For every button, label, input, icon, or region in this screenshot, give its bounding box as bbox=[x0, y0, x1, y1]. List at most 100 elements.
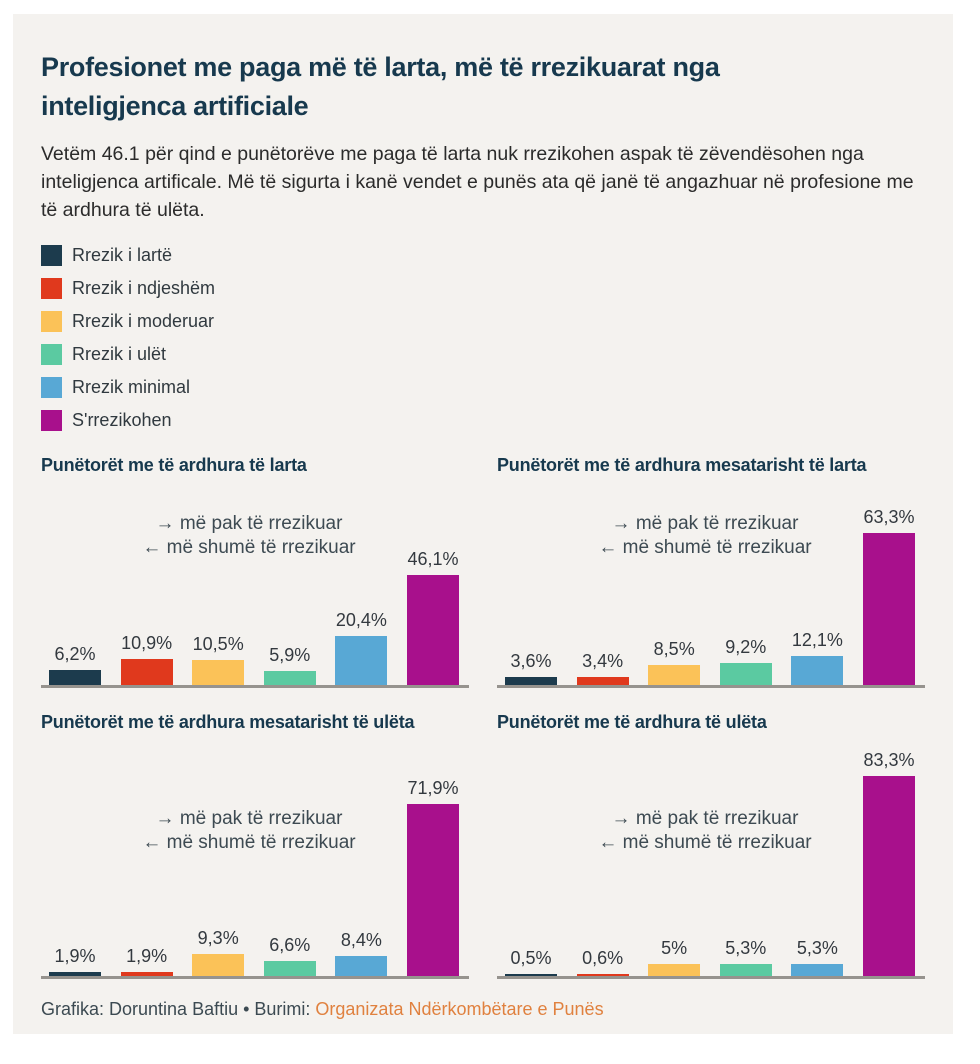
bar-column-rrezik-i-larte: 0,5% bbox=[505, 948, 557, 977]
bar-value-label: 6,6% bbox=[269, 934, 311, 955]
bar-rrezik-i-ndjeshem bbox=[576, 974, 629, 977]
annotation-line-more-risk: ← më shumë të rrezikuar bbox=[142, 536, 356, 558]
bar-rrezik-i-ndjeshem bbox=[120, 659, 173, 686]
bar-column-rrezik-i-larte: 3,6% bbox=[505, 651, 557, 686]
bar-column-srrezikohen: 63,3% bbox=[862, 507, 915, 686]
bar-value-label: 46,1% bbox=[407, 548, 459, 569]
bar-value-label: 3,4% bbox=[582, 651, 624, 672]
bars-row: 0,5% 0,6% 5% 5,3% 5,3% 83,3% bbox=[505, 750, 915, 977]
bar-column-rrezik-i-moderuar: 10,5% bbox=[192, 634, 245, 686]
bar-column-rrezik-i-ndjeshem: 3,4% bbox=[576, 651, 629, 686]
chart-title: Punëtorët me të ardhura të larta bbox=[41, 455, 307, 476]
bar-value-label: 6,2% bbox=[54, 644, 96, 665]
legend-swatch-icon bbox=[41, 377, 62, 399]
bar-value-label: 0,6% bbox=[582, 948, 624, 969]
bar-value-label: 9,2% bbox=[725, 637, 767, 658]
chart-plot-area: → më pak të rrezikuar ← më shumë të rrez… bbox=[497, 482, 925, 689]
bar-rrezik-i-ndjeshem bbox=[576, 677, 629, 686]
bars-row: 6,2% 10,9% 10,5% 5,9% 20,4% 46,1% bbox=[49, 549, 459, 686]
bar-value-label: 8,4% bbox=[340, 930, 382, 951]
bar-value-label: 8,5% bbox=[653, 638, 695, 659]
annotation-line-less-risk: → më pak të rrezikuar bbox=[155, 513, 343, 535]
bars-row: 3,6% 3,4% 8,5% 9,2% 12,1% 63,3% bbox=[505, 507, 915, 686]
chart-high-income: Punëtorët me të ardhura të larta → më pa… bbox=[41, 455, 469, 689]
legend-item-rrezik-i-larte: Rrezik i lartë bbox=[41, 245, 939, 267]
bar-column-rrezik-i-moderuar: 9,3% bbox=[192, 928, 245, 977]
bar-rrezik-i-moderuar bbox=[648, 664, 701, 686]
legend-label: S'rrezikohen bbox=[72, 410, 172, 431]
bar-value-label: 5,3% bbox=[725, 937, 767, 958]
chart-medium-high-income: Punëtorët me të ardhura mesatarisht të l… bbox=[497, 455, 925, 689]
bar-rrezik-i-ndjeshem bbox=[120, 971, 173, 977]
credit-text: Grafika: Doruntina Baftiu • Burimi: bbox=[41, 999, 316, 1020]
page-title: Profesionet me paga më të larta, më të r… bbox=[41, 52, 720, 122]
bar-column-rrezik-i-larte: 6,2% bbox=[49, 644, 101, 686]
bars-row: 1,9% 1,9% 9,3% 6,6% 8,4% 71,9% bbox=[49, 778, 459, 977]
bar-value-label: 3,6% bbox=[510, 650, 552, 671]
bar-column-rrezik-i-ndjeshem: 10,9% bbox=[120, 633, 173, 686]
risk-direction-annotation: → më pak të rrezikuar ← më shumë të rrez… bbox=[129, 807, 369, 853]
bar-rrezik-minimal bbox=[335, 636, 388, 686]
annotation-line-less-risk: → më pak të rrezikuar bbox=[155, 808, 343, 830]
page-subtitle: Vetëm 46.1 për qind e punëtorëve me paga… bbox=[41, 143, 914, 221]
bar-rrezik-i-larte bbox=[505, 974, 557, 977]
bar-value-label: 10,5% bbox=[192, 634, 244, 655]
chart-plot-area: → më pak të rrezikuar ← më shumë të rrez… bbox=[41, 482, 469, 689]
bar-rrezik-i-moderuar bbox=[192, 954, 245, 977]
bar-value-label: 5% bbox=[661, 938, 688, 959]
bar-column-rrezik-i-ulet: 5,3% bbox=[719, 937, 772, 977]
annotation-line-less-risk: → më pak të rrezikuar bbox=[611, 513, 799, 535]
bar-value-label: 12,1% bbox=[791, 630, 843, 651]
bar-rrezik-i-larte bbox=[49, 670, 101, 686]
footer-credit: Grafika: Doruntina Baftiu • Burimi: Orga… bbox=[41, 999, 939, 1020]
bar-column-rrezik-minimal: 8,4% bbox=[335, 930, 388, 977]
chart-low-income: Punëtorët me të ardhura të ulëta → më pa… bbox=[497, 712, 925, 980]
risk-direction-annotation: → më pak të rrezikuar ← më shumë të rrez… bbox=[585, 512, 825, 558]
legend-item-rrezik-i-ndjeshem: Rrezik i ndjeshëm bbox=[41, 278, 939, 300]
bar-srrezikohen bbox=[862, 776, 915, 977]
bar-column-srrezikohen: 71,9% bbox=[406, 777, 459, 977]
infographic-panel: Profesionet me paga më të larta, më të r… bbox=[13, 14, 953, 1034]
bar-value-label: 20,4% bbox=[335, 610, 387, 631]
bar-column-rrezik-i-ulet: 5,9% bbox=[263, 645, 316, 686]
legend-swatch-icon bbox=[41, 245, 62, 267]
bar-value-label: 71,9% bbox=[407, 777, 459, 798]
bar-value-label: 63,3% bbox=[863, 507, 915, 528]
legend-label: Rrezik minimal bbox=[72, 377, 191, 398]
bar-value-label: 5,9% bbox=[269, 645, 311, 666]
bar-srrezikohen bbox=[862, 533, 915, 686]
legend-swatch-icon bbox=[41, 311, 62, 333]
bar-column-srrezikohen: 83,3% bbox=[862, 750, 915, 977]
bar-rrezik-minimal bbox=[335, 956, 388, 977]
bar-column-rrezik-minimal: 5,3% bbox=[791, 938, 844, 977]
bar-column-rrezik-i-moderuar: 8,5% bbox=[648, 638, 701, 686]
bar-column-rrezik-i-ndjeshem: 0,6% bbox=[576, 948, 629, 977]
annotation-line-more-risk: ← më shumë të rrezikuar bbox=[142, 831, 356, 853]
legend: Rrezik i lartë Rrezik i ndjeshëm Rrezik … bbox=[41, 245, 939, 432]
bar-column-rrezik-i-ulet: 9,2% bbox=[719, 637, 772, 686]
bar-value-label: 0,5% bbox=[510, 948, 552, 969]
legend-label: Rrezik i ndjeshëm bbox=[72, 278, 216, 299]
annotation-line-more-risk: ← më shumë të rrezikuar bbox=[598, 536, 812, 558]
bar-rrezik-i-moderuar bbox=[648, 964, 701, 977]
bar-rrezik-i-ulet bbox=[719, 663, 772, 686]
bar-column-rrezik-i-ndjeshem: 1,9% bbox=[120, 946, 173, 977]
bar-column-rrezik-i-moderuar: 5% bbox=[648, 938, 701, 977]
bar-rrezik-i-ulet bbox=[263, 671, 316, 686]
legend-swatch-icon bbox=[41, 410, 62, 432]
legend-label: Rrezik i lartë bbox=[72, 245, 173, 266]
source-link[interactable]: Organizata Ndërkombëtare e Punës bbox=[315, 999, 604, 1020]
legend-item-rrezik-i-moderuar: Rrezik i moderuar bbox=[41, 311, 939, 333]
legend-item-rrezik-minimal: Rrezik minimal bbox=[41, 377, 939, 399]
legend-item-rrezik-i-ulet: Rrezik i ulët bbox=[41, 344, 939, 366]
bar-value-label: 9,3% bbox=[197, 928, 239, 949]
bar-column-srrezikohen: 46,1% bbox=[406, 548, 459, 686]
bar-rrezik-i-larte bbox=[505, 676, 557, 686]
risk-direction-annotation: → më pak të rrezikuar ← më shumë të rrez… bbox=[129, 512, 369, 558]
bar-srrezikohen bbox=[406, 803, 459, 977]
legend-item-srrezikohen: S'rrezikohen bbox=[41, 410, 939, 432]
bar-srrezikohen bbox=[406, 574, 459, 686]
bar-rrezik-i-ulet bbox=[263, 960, 316, 977]
legend-label: Rrezik i ulët bbox=[72, 344, 167, 365]
chart-plot-area: → më pak të rrezikuar ← më shumë të rrez… bbox=[41, 739, 469, 980]
